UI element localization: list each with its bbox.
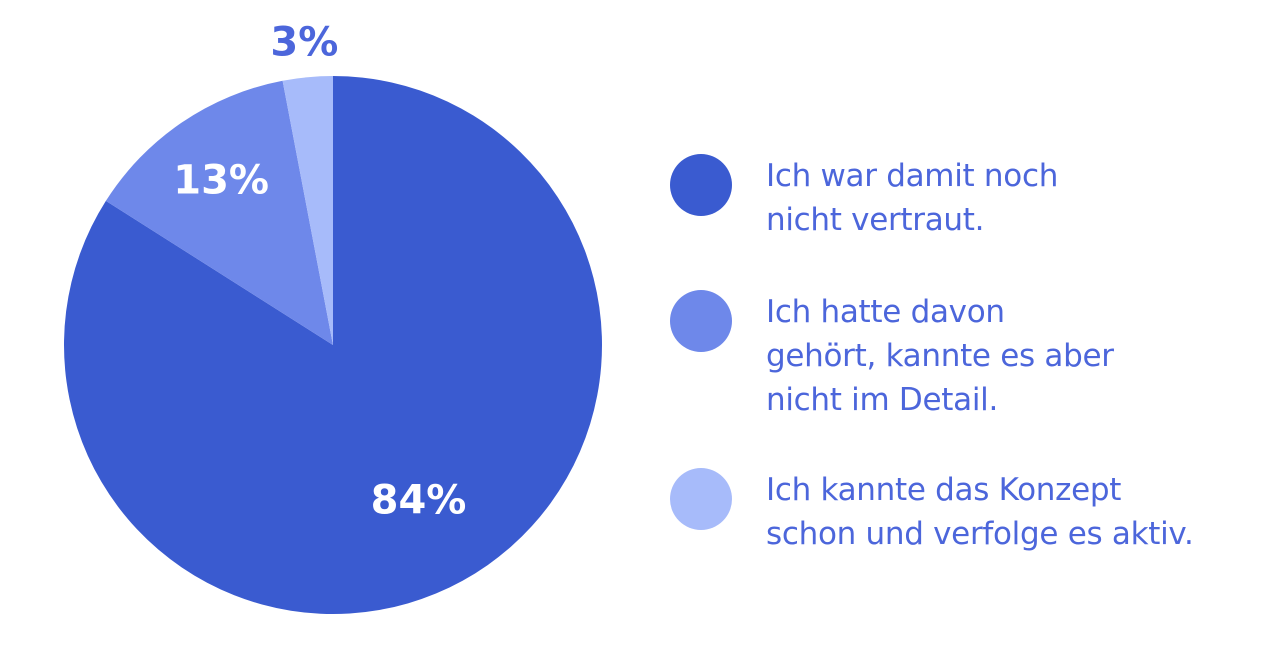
pie-slice-heard-of-it: [105, 80, 333, 345]
pie-label-not-familiar: 84%: [371, 478, 467, 524]
legend-swatch-heard-of-it: [670, 290, 732, 352]
legend-swatch-follows-actively: [670, 468, 732, 530]
legend-swatch-not-familiar: [670, 154, 732, 216]
pie-label-heard-of-it: 13%: [173, 157, 269, 203]
legend-item-follows-actively: Ich kannte das Konzept schon und verfolg…: [670, 468, 1226, 556]
legend-label-heard-of-it: Ich hatte davon gehört, kannte es aber n…: [766, 294, 1114, 418]
pie-slice-follows-actively: [282, 76, 333, 345]
legend-item-heard-of-it: Ich hatte davon gehört, kannte es aber n…: [670, 290, 1226, 422]
pie-slice-not-familiar: [63, 76, 603, 614]
pie-label-follows-actively: 3%: [270, 19, 338, 65]
legend-label-follows-actively: Ich kannte das Konzept schon und verfolg…: [766, 472, 1194, 552]
legend-label-not-familiar: Ich war damit noch nicht vertraut.: [766, 158, 1059, 238]
legend-item-not-familiar: Ich war damit noch nicht vertraut.: [670, 154, 1226, 242]
